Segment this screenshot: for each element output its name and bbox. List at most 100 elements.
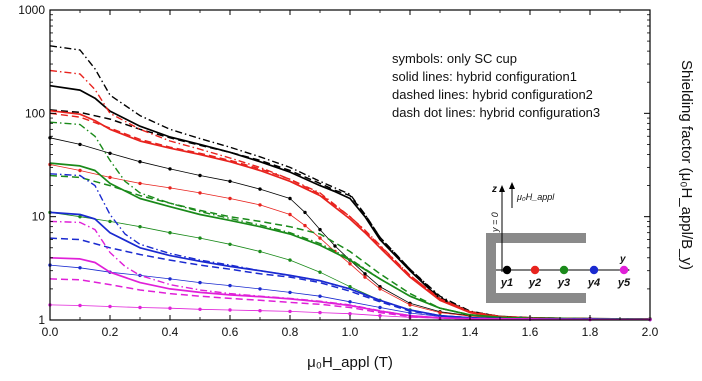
inset-points: y1 y2 y3 y4 y5 [500,265,631,289]
probe-point-y1 [502,265,512,275]
marker-y1-8 [288,196,292,201]
marker-y5-9 [318,310,322,315]
marker-y2-10 [318,236,322,240]
x-tick-label: 2.0 [642,325,659,339]
x-tick-label: 0.2 [102,325,119,339]
marker-y1-6 [228,179,232,183]
marker-y4-4 [168,277,172,281]
marker-y2-6 [228,196,232,201]
marker-y4-6 [228,283,232,288]
x-axis-title: μ₀H_appl (T) [307,354,393,371]
marker-y2-13 [363,275,367,279]
probe-point-y3 [559,265,569,275]
inset-field-label: μ₀H_appl [516,192,555,202]
marker-y1-9 [303,210,307,215]
marker-y3-5 [198,236,202,240]
y-axis-title: Shielding factor (μ₀H_appl/B_y) [678,60,695,270]
marker-y1-5 [198,173,202,178]
marker-y2-15 [408,303,412,307]
series-y2-dashdot [49,69,651,320]
marker-y3-1 [78,215,82,219]
marker-y2-1 [78,168,82,173]
marker-y3-2 [108,219,112,224]
cup-top-wall [486,233,586,243]
marker-y5-3 [138,305,142,310]
series-y3-dashdot [49,121,651,320]
marker-y5-2 [108,304,112,309]
x-tick-label: 1.6 [522,325,539,339]
marker-y4-7 [258,287,262,291]
marker-y1-1 [78,142,82,147]
marker-y5-11 [378,314,382,318]
marker-y2-7 [258,203,262,207]
y-tick-label: 1 [38,313,45,327]
inset-y0-label: y = 0 [490,212,500,233]
geometry-inset: z μ₀H_appl y = 0 y y1 y2 y3 y4 y5 [474,176,631,311]
series-y4-dashed [49,237,651,321]
marker-y1-7 [258,187,262,191]
marker-y4-9 [318,294,322,298]
inset-z-label: z [491,184,497,195]
marker-y1-3 [138,160,142,164]
z-arrowhead-icon [499,185,505,192]
x-tick-label: 1.8 [582,325,599,339]
marker-y5-7 [258,309,262,313]
legend-line-symbols: symbols: only SC cup [392,51,517,66]
marker-y2-12 [348,262,352,266]
series-y1-dashed [49,109,651,320]
marker-y3-4 [168,231,172,235]
y-tick-label: 100 [25,106,45,120]
marker-y5-5 [198,307,202,311]
marker-y2-4 [168,186,172,190]
cup-back-wall [486,233,496,303]
marker-y1-11 [333,244,337,248]
series-y1-dashdot [49,45,651,320]
probe-point-y4 [589,265,599,275]
marker-y5-6 [228,308,232,312]
marker-y3-6 [228,242,232,246]
cup-bottom-wall [486,293,586,303]
marker-y1-13 [363,272,367,276]
marker-y4-8 [288,290,292,295]
inset-background [474,176,624,311]
marker-y4-12 [408,311,412,315]
marker-y2-2 [108,175,112,180]
legend-line-dashdot: dash dot lines: hybrid configuration3 [392,105,600,120]
x-tick-label: 0.8 [282,325,299,339]
x-tick-label: 1.4 [462,325,479,339]
marker-y4-11 [378,305,382,310]
probe-label-y4: y4 [587,277,600,289]
field-arrowhead-icon [509,182,515,189]
marker-y2-5 [198,191,202,195]
marker-y5-8 [288,309,292,314]
y-tick-label: 1000 [18,3,45,17]
probe-point-y2 [530,265,540,275]
marker-y2-3 [138,181,142,186]
marker-y5-4 [168,306,172,310]
marker-y1-2 [108,151,112,155]
marker-y3-7 [258,249,262,254]
marker-y5-10 [348,312,352,316]
marker-y5-1 [78,303,82,308]
marker-y3-8 [288,258,292,262]
x-tick-label: 0.4 [162,325,179,339]
marker-y2-16 [438,310,442,315]
x-tick-label: 1.2 [402,325,419,339]
x-tick-label: 0.0 [42,325,59,339]
legend-line-solid: solid lines: hybrid configuration1 [392,69,577,84]
marker-y4-5 [198,280,202,285]
marker-y2-14 [378,287,382,291]
probe-label-y3: y3 [557,277,570,289]
y-tick-label: 10 [32,210,46,224]
legend-text: symbols: only SC cup solid lines: hybrid… [392,51,600,120]
probe-label-y1: y1 [500,277,513,289]
legend-line-dashed: dashed lines: hybrid configuration2 [392,87,593,102]
inset-y-label: y [619,254,626,265]
probe-label-y5: y5 [617,277,631,289]
marker-y3-3 [138,225,142,229]
x-tick-label: 1.0 [342,325,359,339]
marker-y2-8 [288,212,292,217]
marker-y4-1 [78,266,82,270]
x-tick-label: 0.6 [222,325,239,339]
probe-point-y5 [619,265,629,275]
